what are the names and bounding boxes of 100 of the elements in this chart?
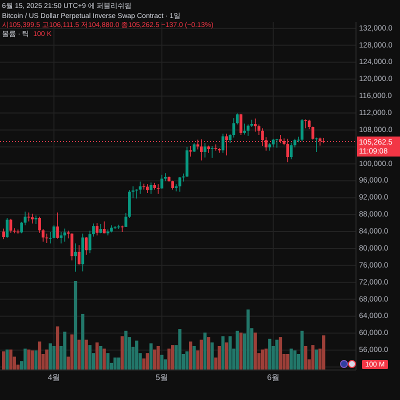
candlestick: [2, 228, 5, 240]
candlestick: [6, 218, 9, 238]
bar: [88, 345, 92, 370]
bar: [210, 342, 214, 370]
bar: [146, 353, 150, 370]
bar: [149, 343, 153, 370]
candlestick: [150, 182, 152, 194]
bar: [56, 326, 60, 370]
candlestick: [70, 232, 74, 261]
bar: [203, 332, 207, 370]
candlestick: [78, 244, 81, 265]
candlestick: [45, 233, 48, 244]
bar: [63, 332, 66, 370]
candlestick: [102, 221, 106, 234]
bar: [188, 342, 192, 370]
bar: [6, 350, 9, 370]
bar: [120, 336, 124, 370]
bar: [254, 332, 257, 370]
bar: [246, 309, 250, 370]
bar: [171, 345, 174, 370]
bar: [178, 329, 182, 370]
bar: [192, 346, 196, 370]
candlestick: [34, 215, 38, 224]
bar: [74, 281, 78, 370]
bar: [30, 350, 34, 370]
bar: [236, 330, 239, 370]
bar: [311, 345, 314, 370]
bar: [218, 346, 221, 370]
bar: [124, 330, 128, 370]
bar: [239, 332, 243, 370]
candlestick: [218, 148, 221, 154]
bar: [70, 334, 74, 370]
candlestick: [52, 224, 56, 239]
candlestick: [135, 188, 138, 199]
bar: [260, 350, 264, 370]
bar: [27, 350, 30, 370]
x-tick-label: 5월: [156, 373, 168, 382]
bar: [322, 335, 326, 370]
candlestick: [246, 124, 250, 136]
bar: [34, 350, 38, 370]
candlestick: [96, 222, 98, 236]
bar: [84, 340, 88, 370]
candlestick: [200, 138, 203, 161]
candlestick: [300, 118, 304, 142]
bar: [185, 351, 189, 370]
candlestick: [232, 118, 236, 138]
bar: [99, 346, 102, 370]
bar: [45, 350, 48, 370]
bar: [290, 348, 293, 370]
candlestick: [164, 172, 167, 182]
bar: [206, 337, 210, 370]
bar: [117, 358, 120, 370]
candlestick: [243, 123, 246, 136]
bar: [221, 336, 225, 370]
bar: [153, 350, 156, 370]
bar: [200, 340, 203, 370]
bar: [300, 330, 304, 370]
candlestick: [240, 113, 242, 136]
bar: [228, 336, 232, 370]
candlestick: [99, 224, 102, 234]
bar: [2, 351, 6, 370]
bar: [95, 342, 99, 370]
candlestick: [308, 119, 311, 130]
candlestick: [24, 211, 27, 226]
bar: [314, 350, 318, 370]
bar: [275, 340, 278, 370]
bar: [24, 348, 27, 370]
bar: [304, 346, 308, 370]
candlestick: [290, 142, 293, 160]
bar: [9, 350, 12, 370]
candlestick: [12, 228, 16, 234]
candlestick: [156, 184, 160, 194]
bar: [102, 348, 106, 370]
x-tick-label: 6월: [267, 373, 280, 382]
candlestick: [222, 133, 224, 154]
candlestick: [178, 176, 182, 192]
bar: [78, 340, 81, 370]
candlestick: [204, 142, 206, 158]
bar: [135, 340, 138, 370]
candlestick: [56, 212, 59, 240]
bar: [106, 353, 110, 370]
bar: [38, 342, 42, 370]
candlestick: [30, 213, 34, 224]
bar: [48, 343, 52, 370]
candlestick: [63, 228, 66, 242]
candlestick: [38, 216, 41, 234]
candlestick: [210, 146, 214, 158]
candlestick: [20, 221, 23, 234]
x-tick-label: 4월: [48, 373, 60, 382]
bar: [81, 314, 84, 370]
bar: [278, 337, 282, 370]
candlestick: [160, 174, 164, 190]
candlestick: [60, 232, 63, 244]
bar: [167, 348, 171, 370]
bar: [224, 342, 228, 370]
bar: [293, 350, 296, 370]
bar: [160, 354, 164, 370]
bar: [286, 354, 290, 370]
candlestick: [74, 243, 77, 272]
bar: [268, 338, 272, 370]
